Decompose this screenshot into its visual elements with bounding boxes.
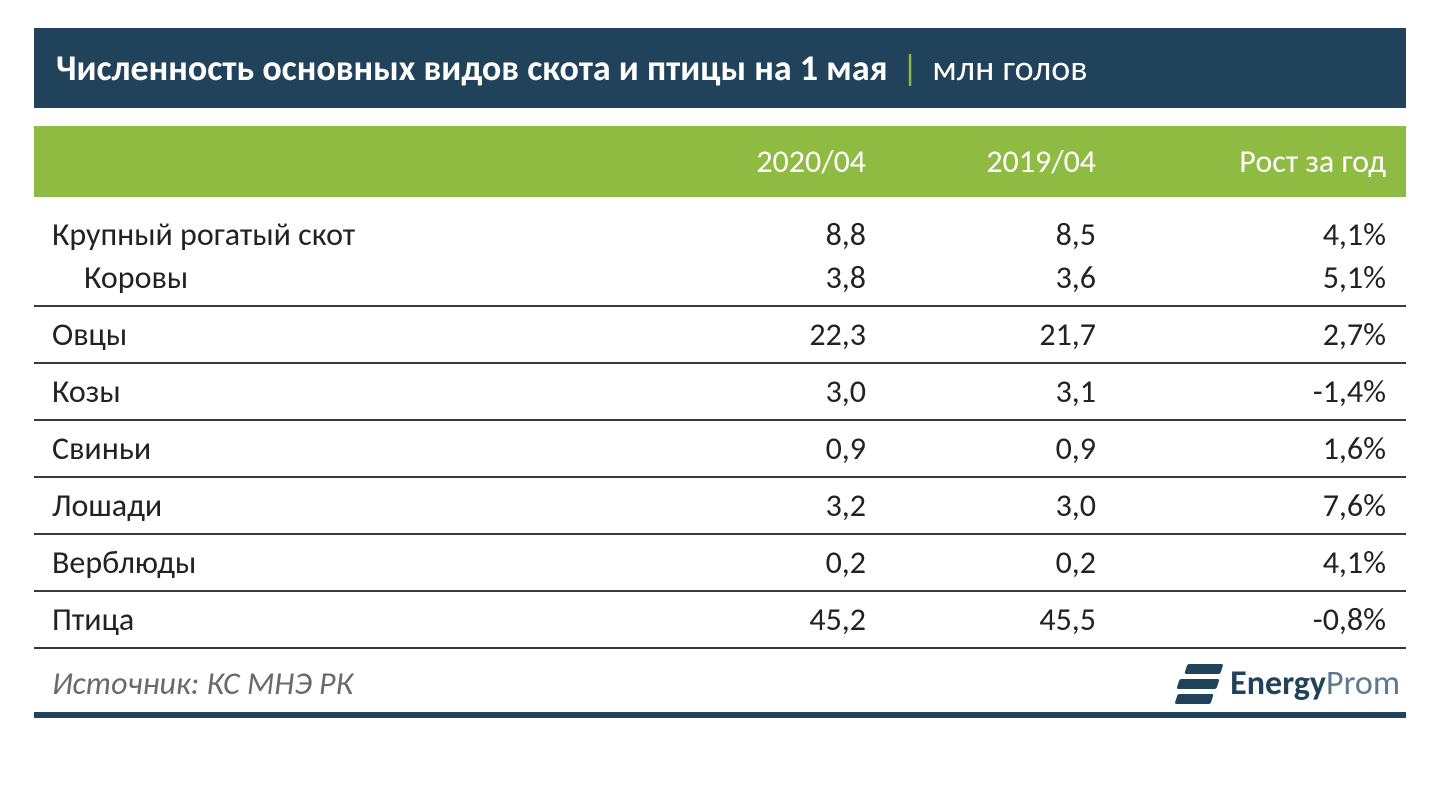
row-cell: 5,1% <box>1116 256 1406 306</box>
row-label: Козы <box>34 363 656 420</box>
data-table: Крупный рогатый скот8,88,54,1%Коровы3,83… <box>34 207 1406 649</box>
source-text: Источник: КС МНЭ РК <box>52 664 353 703</box>
title-unit: млн голов <box>932 46 1087 90</box>
row-cell: 0,2 <box>886 534 1116 591</box>
brand-logo: EnergyProm <box>1178 663 1400 704</box>
row-cell: -0,8% <box>1116 591 1406 648</box>
row-cell: 3,0 <box>886 477 1116 534</box>
brand-strong: Energy <box>1230 663 1326 704</box>
table-row: Свиньи0,90,91,6% <box>34 420 1406 477</box>
table-row: Верблюды0,20,24,1% <box>34 534 1406 591</box>
title-bar: Численность основных видов скота и птицы… <box>34 28 1406 108</box>
table-row: Коровы3,83,65,1% <box>34 256 1406 306</box>
row-cell: 0,2 <box>656 534 886 591</box>
title-separator: | <box>896 46 925 90</box>
table-container: Численность основных видов скота и птицы… <box>34 28 1406 718</box>
row-label: Свиньи <box>34 420 656 477</box>
header-label-blank <box>34 126 656 197</box>
table-row: Козы3,03,1-1,4% <box>34 363 1406 420</box>
row-cell: 45,5 <box>886 591 1116 648</box>
row-cell: 4,1% <box>1116 207 1406 256</box>
data-tbody: Крупный рогатый скот8,88,54,1%Коровы3,83… <box>34 207 1406 648</box>
row-cell: 8,5 <box>886 207 1116 256</box>
header-spacer <box>34 197 1406 207</box>
row-cell: 3,6 <box>886 256 1116 306</box>
row-label: Верблюды <box>34 534 656 591</box>
table-row: Овцы22,321,72,7% <box>34 306 1406 363</box>
row-cell: 21,7 <box>886 306 1116 363</box>
brand-icon <box>1172 664 1225 704</box>
row-cell: 3,8 <box>656 256 886 306</box>
footer: Источник: КС МНЭ РК EnergyProm <box>34 649 1406 718</box>
table-row: Лошади3,23,07,6% <box>34 477 1406 534</box>
header-col-1: 2020/04 <box>656 126 886 197</box>
row-label: Лошади <box>34 477 656 534</box>
row-cell: -1,4% <box>1116 363 1406 420</box>
table-header: 2020/04 2019/04 Рост за год <box>34 126 1406 197</box>
row-label: Овцы <box>34 306 656 363</box>
row-cell: 0,9 <box>656 420 886 477</box>
row-cell: 22,3 <box>656 306 886 363</box>
row-label: Крупный рогатый скот <box>34 207 656 256</box>
brand-light: Prom <box>1326 663 1400 704</box>
row-cell: 3,0 <box>656 363 886 420</box>
row-cell: 3,1 <box>886 363 1116 420</box>
row-cell: 7,6% <box>1116 477 1406 534</box>
brand-text: EnergyProm <box>1230 663 1400 704</box>
row-cell: 0,9 <box>886 420 1116 477</box>
header-col-3: Рост за год <box>1116 126 1406 197</box>
title-main: Численность основных видов скота и птицы… <box>56 46 888 90</box>
row-cell: 45,2 <box>656 591 886 648</box>
table-row: Крупный рогатый скот8,88,54,1% <box>34 207 1406 256</box>
row-cell: 1,6% <box>1116 420 1406 477</box>
row-cell: 8,8 <box>656 207 886 256</box>
header-col-2: 2019/04 <box>886 126 1116 197</box>
row-cell: 2,7% <box>1116 306 1406 363</box>
row-label: Птица <box>34 591 656 648</box>
row-label: Коровы <box>34 256 656 306</box>
row-cell: 3,2 <box>656 477 886 534</box>
table-row: Птица45,245,5-0,8% <box>34 591 1406 648</box>
row-cell: 4,1% <box>1116 534 1406 591</box>
